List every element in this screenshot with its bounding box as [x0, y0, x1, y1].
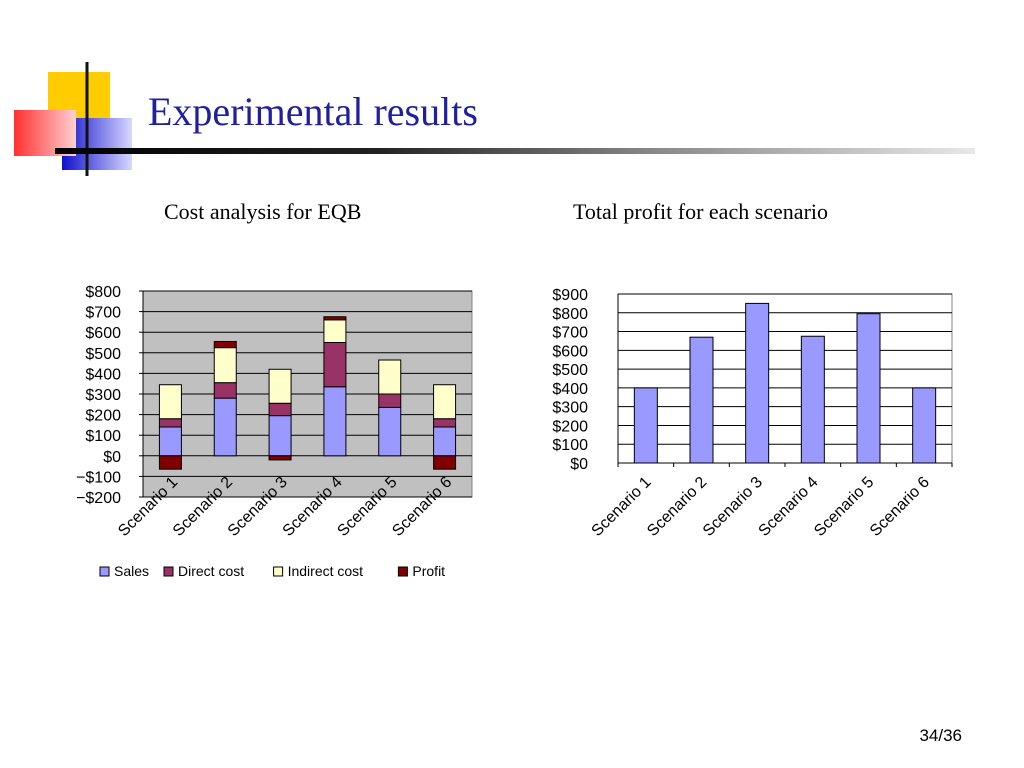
- x-tick-label: Scenario 1: [589, 474, 655, 540]
- bar-segment-indirect-cost: [213, 347, 237, 384]
- legend-label: Indirect cost: [288, 563, 364, 579]
- y-tick-label: −$100: [76, 469, 121, 486]
- bar-segment-profit: [323, 316, 347, 321]
- bar-segment-indirect-cost: [158, 384, 182, 420]
- legend-label: Profit: [412, 563, 445, 579]
- y-tick-label: $300: [552, 400, 588, 417]
- chart-total-profit: $0 $100 $200$300 $400 $500 $600$700 $800 $900 Sc…: [552, 287, 953, 540]
- legend-swatch: [397, 566, 408, 577]
- y-tick-label: $500: [552, 362, 588, 379]
- chart-cost-analysis: −$200 −$100 $0 $100 $200 $300 $400 $500 $600 $700…: [76, 284, 473, 579]
- slide-number: 34/36: [919, 726, 962, 745]
- bar-segment-sales: [268, 415, 292, 457]
- y-tick-label: −$200: [76, 490, 121, 507]
- bar-segment-direct-cost: [213, 382, 237, 399]
- legend-label: Direct cost: [178, 563, 244, 579]
- y-tick-label: $600: [85, 325, 121, 342]
- bar-segment-direct-cost: [433, 418, 457, 428]
- bar-segment-sales: [323, 386, 347, 457]
- bar-segment-profit: [268, 455, 292, 461]
- bar-segment-sales: [378, 406, 402, 457]
- bar-segment-sales: [158, 426, 182, 457]
- chart-title-cost-analysis: Cost analysis for EQB: [164, 199, 362, 224]
- legend-swatch: [273, 566, 284, 577]
- legend-swatch: [99, 566, 110, 577]
- y-tick-label: $300: [85, 387, 121, 404]
- y-tick-label: $700: [552, 325, 588, 342]
- bar: [800, 335, 825, 464]
- x-tick-label: Scenario 3: [700, 474, 766, 540]
- y-tick-label: $700: [85, 305, 121, 322]
- y-tick-label: $0: [570, 456, 588, 473]
- y-tick-label: $600: [552, 343, 588, 360]
- legend-swatch: [163, 566, 174, 577]
- y-tick-label: $500: [85, 346, 121, 363]
- bar-segment-sales: [213, 397, 237, 457]
- plot-area: [617, 293, 953, 464]
- y-tick-label: $400: [552, 381, 588, 398]
- bar-segment-sales: [433, 426, 457, 457]
- y-tick-label: $900: [552, 287, 588, 304]
- bar: [856, 313, 881, 464]
- bar-segment-direct-cost: [378, 393, 402, 408]
- bar-segment-profit: [158, 455, 182, 470]
- bar-segment-indirect-cost: [378, 359, 402, 395]
- bar: [912, 387, 937, 464]
- bar-segment-profit: [433, 455, 457, 470]
- legend-label: Sales: [114, 563, 149, 579]
- bar-segment-profit: [213, 340, 237, 349]
- y-tick-label: $800: [552, 306, 588, 323]
- x-tick-label: Scenario 6: [867, 474, 933, 540]
- y-tick-label: $100: [552, 437, 588, 454]
- x-tick-label: Scenario 5: [811, 474, 877, 540]
- decorative-logo: [14, 62, 132, 176]
- chart-title-total-profit: Total profit for each scenario: [573, 199, 829, 224]
- bar-segment-indirect-cost: [323, 319, 347, 343]
- bar: [745, 302, 770, 464]
- bar-segment-direct-cost: [323, 342, 347, 388]
- y-tick-label: $200: [552, 418, 588, 435]
- x-tick-label: Scenario 4: [756, 474, 822, 540]
- bar-segment-indirect-cost: [268, 368, 292, 404]
- slide-title: Experimental results: [148, 89, 478, 134]
- y-tick-label: $200: [85, 408, 121, 425]
- y-tick-label: $0: [103, 449, 121, 466]
- bar-segment-indirect-cost: [433, 384, 457, 420]
- bar: [633, 387, 658, 464]
- bar: [689, 336, 714, 464]
- y-tick-label: $400: [85, 366, 121, 383]
- y-tick-label: $100: [85, 428, 121, 445]
- bar-segment-direct-cost: [268, 402, 292, 417]
- y-tick-label: $800: [85, 284, 121, 301]
- x-tick-label: Scenario 2: [644, 474, 710, 540]
- title-underline: [55, 148, 975, 154]
- bar-segment-direct-cost: [158, 418, 182, 428]
